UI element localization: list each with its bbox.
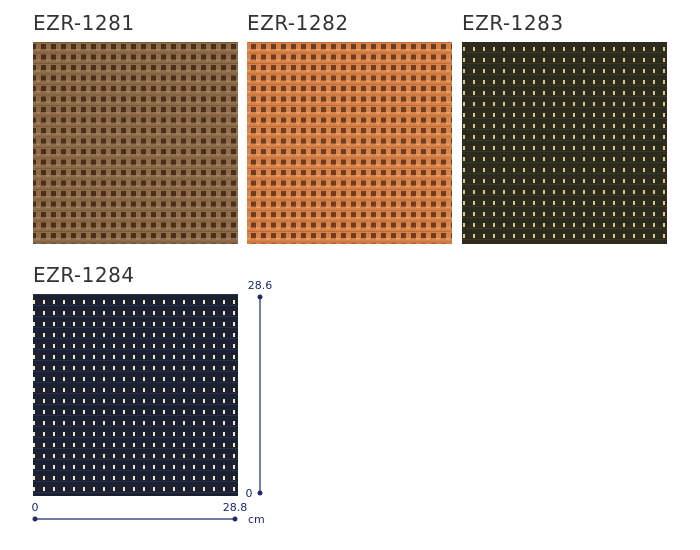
width-end: [232, 516, 238, 522]
swatch-image: [247, 42, 452, 244]
width-min: 0: [32, 501, 39, 514]
height-min: 0: [246, 487, 253, 500]
swatch-grid: EZR-1281 EZR-1282 EZR-1283 EZR-1284: [33, 11, 667, 496]
dimension-guide: 28.6 0 0 28.8 cm: [32, 279, 273, 526]
height-end: [257, 294, 263, 300]
height-max: 28.6: [248, 279, 273, 292]
width-max: 28.8: [223, 501, 248, 514]
swatch-image: [33, 42, 238, 244]
swatch-code: EZR-1284: [33, 263, 135, 287]
height-start: [257, 490, 263, 496]
swatch-code: EZR-1283: [462, 11, 564, 35]
swatch-code: EZR-1282: [247, 11, 349, 35]
swatch-image: [462, 42, 667, 244]
unit: cm: [248, 513, 265, 526]
swatch-image: [33, 294, 238, 496]
width-start: [32, 516, 38, 522]
swatch-code: EZR-1281: [33, 11, 135, 35]
